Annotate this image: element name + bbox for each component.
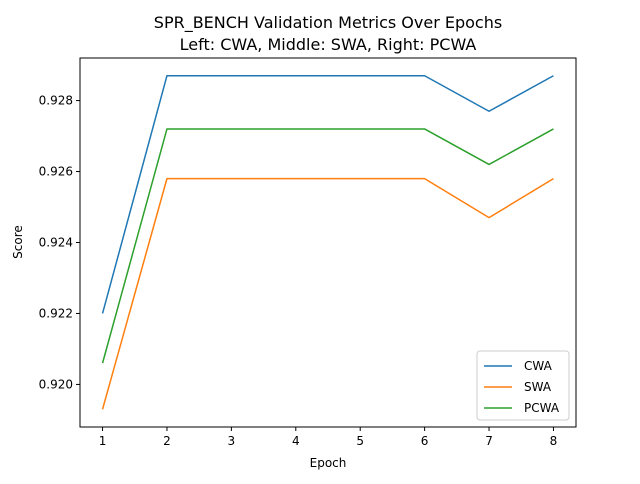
y-tick-label: 0.920 — [39, 377, 73, 391]
x-tick-label: 3 — [228, 434, 236, 448]
y-axis-label: Score — [11, 225, 25, 259]
series-line-cwa — [101, 74, 554, 314]
series-line-pcwa — [101, 128, 554, 364]
legend-label-cwa: CWA — [524, 359, 553, 373]
x-tick-label: 6 — [421, 434, 429, 448]
legend-box — [476, 350, 570, 421]
x-axis-ticks: 1 2 3 4 5 6 7 8 — [99, 427, 558, 448]
x-tick-label: 1 — [99, 434, 107, 448]
x-axis-label: Epoch — [310, 456, 347, 470]
series-lines — [101, 74, 554, 410]
x-tick-label: 7 — [485, 434, 493, 448]
legend-label-pcwa: PCWA — [524, 401, 560, 415]
legend: CWA SWA PCWA — [476, 350, 570, 421]
y-tick-label: 0.928 — [39, 94, 73, 108]
y-tick-label: 0.922 — [39, 306, 73, 320]
x-tick-label: 2 — [163, 434, 171, 448]
chart-subtitle: Left: CWA, Middle: SWA, Right: PCWA — [180, 35, 477, 54]
chart-title: SPR_BENCH Validation Metrics Over Epochs — [154, 13, 502, 33]
y-tick-label: 0.924 — [39, 236, 73, 250]
x-tick-label: 4 — [292, 434, 300, 448]
x-tick-label: 5 — [356, 434, 364, 448]
y-tick-label: 0.926 — [39, 165, 73, 179]
series-line-swa — [101, 177, 554, 410]
x-tick-label: 8 — [550, 434, 558, 448]
legend-label-swa: SWA — [524, 380, 552, 394]
y-axis-ticks: 0.920 0.922 0.924 0.926 0.928 — [39, 94, 80, 391]
